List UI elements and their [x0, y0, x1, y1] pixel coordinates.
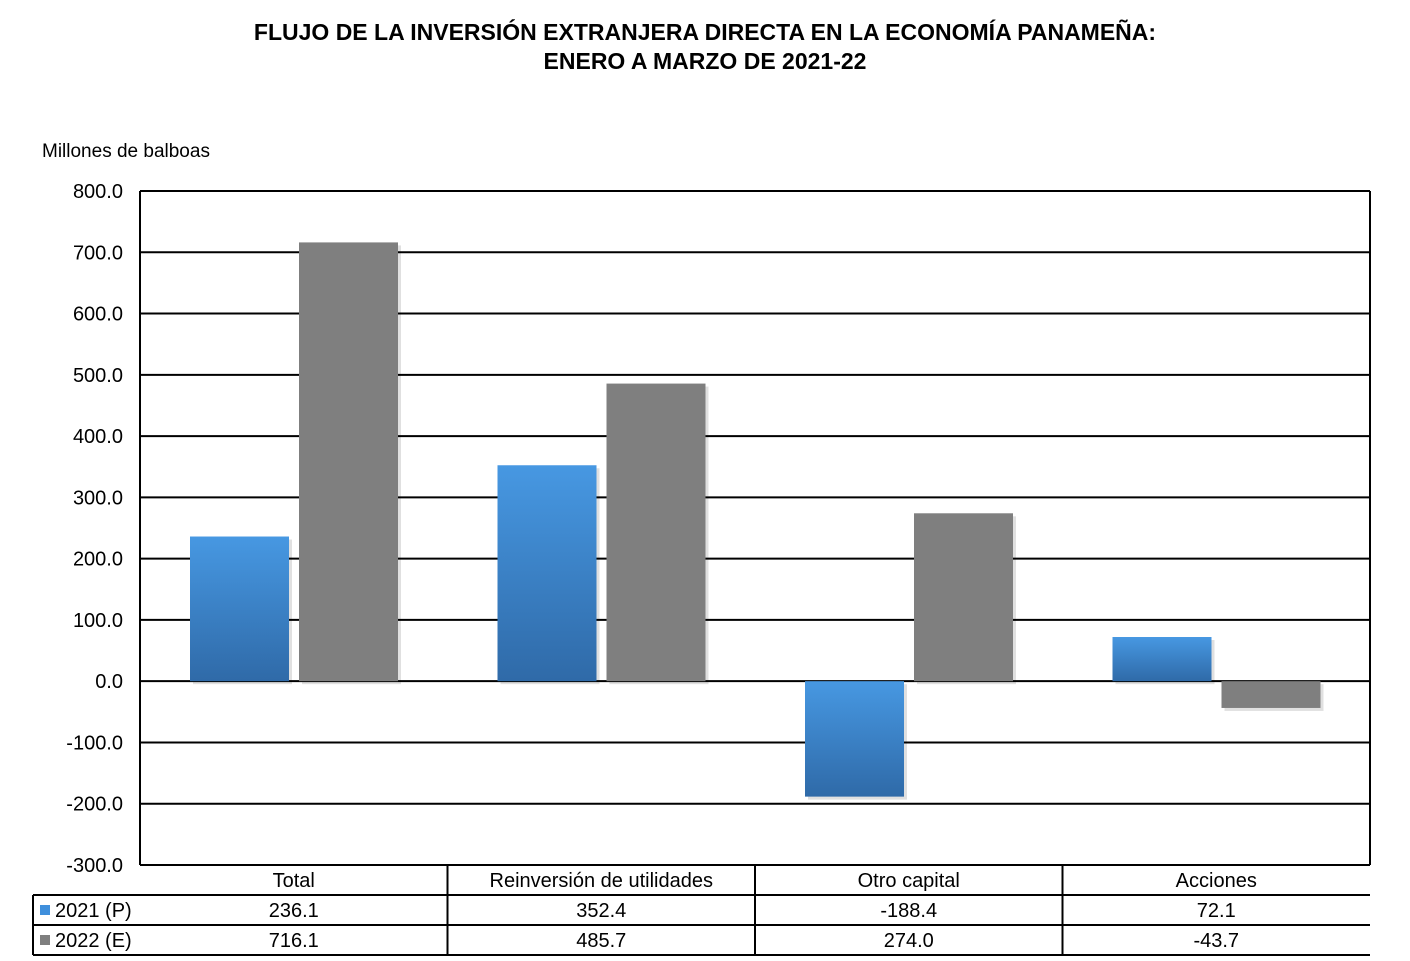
bar-2022-1 — [606, 383, 706, 682]
y-tick-label: -200.0 — [66, 794, 123, 816]
chart-title-line1: FLUJO DE LA INVERSIÓN EXTRANJERA DIRECTA… — [253, 19, 1157, 45]
legend-label: 2022 (E) — [55, 930, 132, 952]
y-tick-label: 600.0 — [73, 304, 123, 326]
data-table-value: 485.7 — [576, 930, 626, 952]
data-table-value: -188.4 — [880, 900, 937, 922]
y-tick-label: -300.0 — [66, 855, 123, 877]
y-axis-label: Millones de balboas — [42, 141, 210, 162]
legend-swatch-0 — [40, 905, 50, 915]
y-tick-label: 200.0 — [73, 549, 123, 571]
bar-2021-0 — [190, 536, 289, 682]
data-table-value: 716.1 — [269, 930, 319, 952]
y-tick-label: 300.0 — [73, 487, 123, 509]
legend-swatch-1 — [40, 935, 50, 945]
data-table-value: 72.1 — [1197, 900, 1236, 922]
x-category-label: Total — [273, 870, 315, 892]
bar-2021-1 — [497, 465, 597, 682]
x-category-label: Acciones — [1176, 870, 1257, 892]
y-tick-label: -100.0 — [66, 732, 123, 754]
x-category-label: Otro capital — [858, 870, 960, 892]
bar-2022-0 — [299, 242, 398, 682]
y-tick-label: 800.0 — [73, 181, 123, 203]
bar-2022-2 — [914, 513, 1013, 682]
data-table-value: -43.7 — [1193, 930, 1239, 952]
y-tick-label: 100.0 — [73, 610, 123, 632]
chart-title: FLUJO DE LA INVERSIÓN EXTRANJERA DIRECTA… — [0, 18, 1410, 76]
data-table-value: 236.1 — [269, 900, 319, 922]
y-tick-label: 0.0 — [95, 671, 123, 693]
y-tick-label: 400.0 — [73, 426, 123, 448]
bar-2021-3 — [1112, 637, 1212, 682]
data-table-value: 352.4 — [576, 900, 626, 922]
chart-title-line2: ENERO A MARZO DE 2021-22 — [543, 48, 867, 74]
data-table-value: 274.0 — [884, 930, 934, 952]
legend-label: 2021 (P) — [55, 900, 132, 922]
x-category-label: Reinversión de utilidades — [490, 870, 713, 892]
y-tick-label: 500.0 — [73, 365, 123, 387]
y-tick-label: 700.0 — [73, 242, 123, 264]
bar-2021-2 — [805, 681, 904, 797]
bar-2022-3 — [1221, 681, 1321, 708]
